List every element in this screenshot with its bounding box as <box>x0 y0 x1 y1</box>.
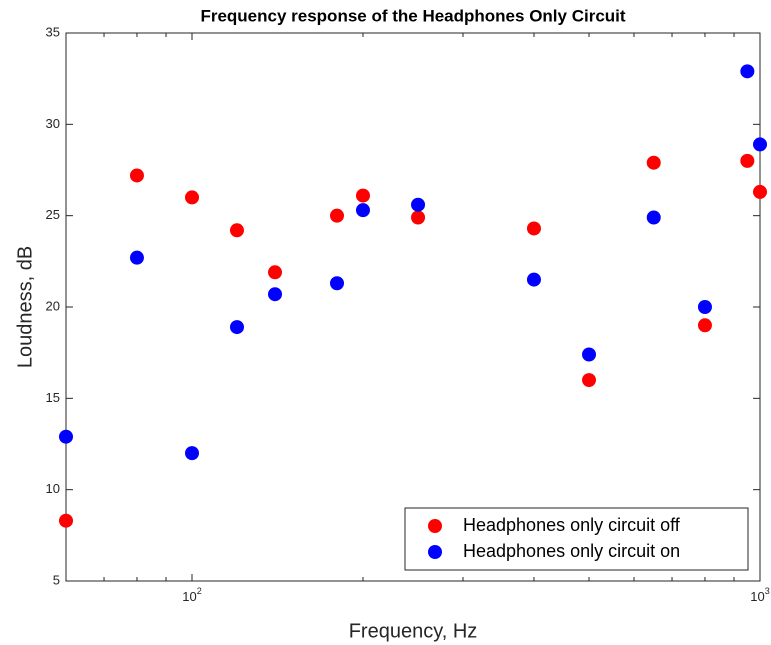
point <box>753 184 767 199</box>
y-tick-label: 25 <box>46 207 60 222</box>
point <box>582 347 597 362</box>
point <box>753 137 767 152</box>
y-tick-label: 20 <box>46 298 60 313</box>
point <box>185 190 200 205</box>
point <box>268 287 283 302</box>
point <box>646 210 661 225</box>
point <box>411 210 426 225</box>
point <box>355 188 370 203</box>
legend-box <box>404 507 749 571</box>
point <box>268 265 283 280</box>
y-tick-label: 35 <box>46 24 60 39</box>
legend-label: Headphones only circuit on <box>463 541 680 561</box>
point <box>59 429 73 444</box>
y-axis-label: Loudness, dB <box>14 246 36 368</box>
point <box>740 64 755 79</box>
y-tick-label: 30 <box>46 116 60 131</box>
legend-label: Headphones only circuit off <box>463 515 681 535</box>
point <box>229 320 244 335</box>
point <box>330 276 345 291</box>
chart-title: Frequency response of the Headphones Onl… <box>200 6 625 25</box>
point <box>697 300 712 314</box>
legend-marker <box>428 545 442 559</box>
point <box>526 272 541 287</box>
point <box>129 168 144 183</box>
point <box>330 208 345 223</box>
point <box>740 153 755 168</box>
point <box>185 446 200 461</box>
point <box>129 250 144 265</box>
point <box>526 221 541 236</box>
x-tick-label: 102 <box>182 586 201 604</box>
y-tick-label: 15 <box>46 390 60 405</box>
point <box>411 197 426 212</box>
x-axis-label: Frequency, Hz <box>349 620 478 642</box>
point <box>355 203 370 218</box>
point <box>646 155 661 170</box>
y-tick-label: 5 <box>53 572 60 587</box>
point <box>59 513 73 528</box>
point <box>582 373 597 388</box>
point <box>697 318 712 333</box>
x-tick-label: 103 <box>750 586 769 604</box>
point <box>229 223 244 238</box>
y-tick-label: 10 <box>46 481 60 496</box>
legend-marker <box>428 519 442 533</box>
